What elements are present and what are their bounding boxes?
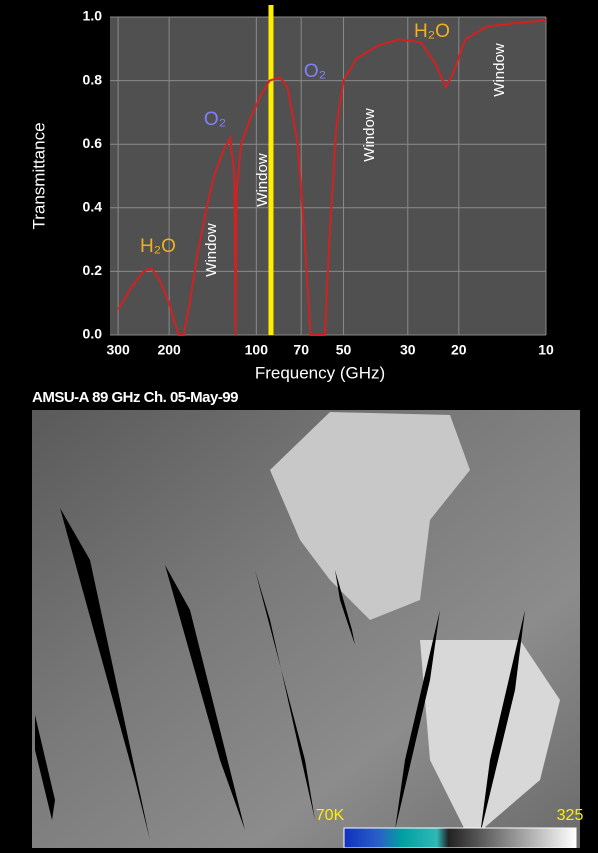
- x-tick-label: 100: [245, 342, 269, 358]
- page: Transmittance Frequency (GHz) AMSU-A 89 …: [0, 0, 598, 848]
- x-tick-label: 20: [451, 342, 467, 358]
- annotation: O₂: [304, 61, 326, 82]
- x-tick-label: 10: [538, 342, 554, 358]
- x-tick-label: 50: [336, 342, 352, 358]
- x-tick-label: 300: [106, 342, 130, 358]
- x-tick-label: 30: [400, 342, 416, 358]
- x-axis-label: Frequency (GHz): [255, 363, 385, 382]
- y-tick-label: 1.0: [83, 8, 103, 24]
- annotation: O₂: [204, 109, 226, 130]
- image-title: AMSU-A 89 GHz Ch. 05-May-99: [32, 389, 238, 406]
- y-tick-label: 0.8: [83, 71, 103, 87]
- annotation: Window: [203, 223, 220, 277]
- y-tick-label: 0.0: [83, 326, 103, 342]
- annotation: Window: [491, 43, 508, 97]
- annotation: Window: [361, 108, 378, 162]
- colorbar-label: 325: [557, 807, 584, 824]
- colorbar: [344, 828, 576, 848]
- x-tick-label: 200: [157, 342, 181, 358]
- colorbar-label: 70K: [316, 807, 345, 824]
- annotation: H₂O: [140, 236, 176, 257]
- satellite-image: 70K 325: [32, 410, 583, 848]
- y-tick-label: 0.4: [83, 199, 103, 215]
- y-tick-label: 0.2: [83, 262, 103, 278]
- y-axis-label: Transmittance: [29, 122, 48, 229]
- annotation: Window: [254, 153, 271, 207]
- y-tick-label: 0.6: [83, 135, 103, 151]
- annotation: H₂O: [414, 21, 450, 42]
- x-tick-label: 70: [293, 342, 309, 358]
